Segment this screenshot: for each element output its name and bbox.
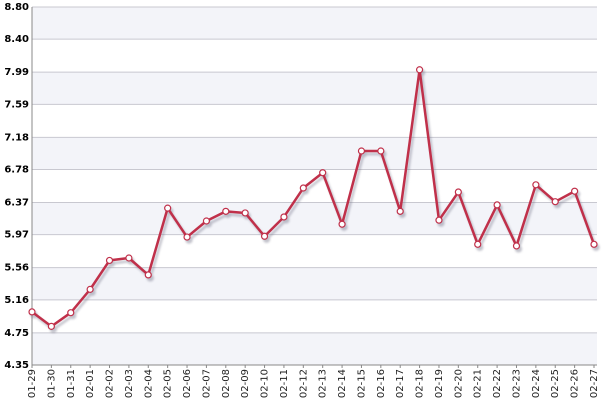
x-tick-label: 02-27 [589,369,600,398]
data-point [125,254,133,262]
x-tick-label: 02-14 [337,369,348,398]
x-tick-label: 02-08 [221,369,232,398]
data-point [164,204,172,212]
data-point [377,147,385,155]
y-tick-label: 6.37 [4,197,29,208]
data-point [551,198,559,206]
x-tick-label: 02-11 [279,369,290,398]
x-tick-label: 02-25 [550,369,561,398]
data-point [47,322,55,330]
data-point [260,232,269,240]
data-point [338,220,346,228]
x-tick-label: 02-02 [105,369,116,398]
data-point [493,201,501,209]
x-tick-label: 02-21 [473,369,484,398]
grid-band [32,137,597,170]
data-point [357,147,366,155]
data-point [202,217,211,225]
grid-band [32,202,597,235]
x-tick-label: 02-05 [163,369,174,398]
data-point [280,213,288,221]
x-tick-label: 02-26 [570,369,581,398]
x-tick-label: 01-30 [46,369,57,398]
x-tick-label: 02-19 [434,369,445,398]
y-tick-label: 6.78 [4,165,29,176]
y-tick-label: 7.59 [4,99,29,110]
y-tick-label: 4.35 [4,360,29,371]
grid-band [32,72,597,105]
y-tick-label: 7.99 [4,67,29,78]
x-tick-label: 02-17 [395,369,406,398]
data-point [435,216,443,224]
x-tick-label: 02-03 [124,369,135,398]
x-tick-label: 02-22 [492,369,503,398]
x-tick-label: 02-24 [531,369,542,398]
y-tick-label: 5.56 [4,263,29,274]
y-tick-label: 8.40 [4,34,29,45]
x-tick-label: 02-09 [240,369,251,398]
grid-band [32,267,597,300]
grid-band [32,7,597,40]
x-tick-label: 02-15 [356,369,367,398]
x-tick-label: 02-12 [298,369,309,398]
x-tick-label: 02-06 [182,369,193,398]
data-point [241,209,249,217]
x-tick-label: 02-16 [376,369,387,398]
data-point [222,207,230,215]
data-point [299,184,307,192]
x-tick-label: 01-29 [27,369,38,398]
y-tick-label: 8.80 [4,2,29,13]
x-tick-label: 01-31 [66,369,77,398]
data-point [474,240,482,248]
y-tick-label: 5.97 [4,230,29,241]
data-point [28,308,36,316]
data-point [590,240,598,248]
series [28,66,598,330]
data-point [105,256,114,265]
data-point [571,187,579,195]
y-tick-label: 4.75 [4,328,29,339]
x-tick-label: 02-04 [143,369,154,398]
x-tick-label: 02-01 [85,369,96,398]
data-point [183,233,191,241]
data-point [144,271,152,279]
data-point [532,181,540,189]
y-tick-label: 5.16 [4,295,29,306]
data-point [319,169,327,177]
data-point [396,207,404,215]
x-tick-label: 02-10 [260,369,271,398]
data-point [67,309,75,317]
data-point [512,242,521,250]
x-tick-label: 02-23 [511,369,522,398]
data-point [454,188,462,196]
data-point [415,66,424,74]
y-tick-label: 7.18 [4,132,29,143]
x-tick-label: 02-20 [453,369,464,398]
x-tick-label: 02-18 [415,369,426,398]
grid-band [32,332,597,365]
data-point [86,285,94,293]
x-tick-label: 02-07 [201,369,212,398]
x-tick-label: 02-13 [318,369,329,398]
